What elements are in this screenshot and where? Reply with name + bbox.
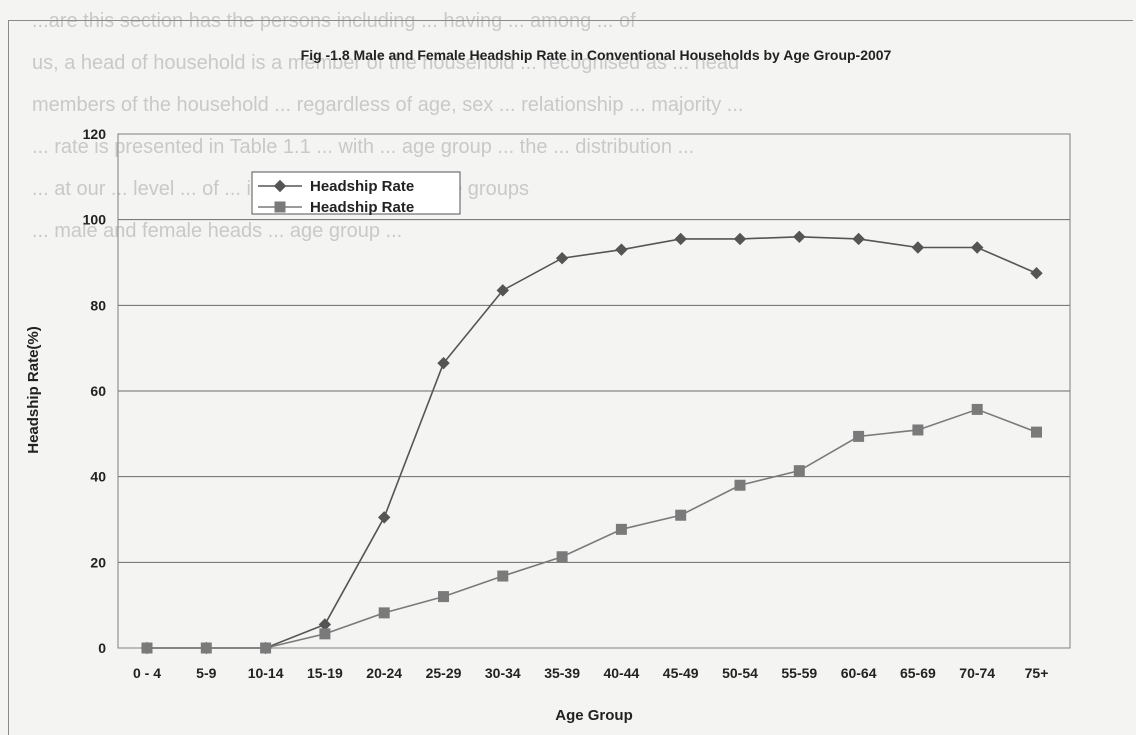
background-text-line: members of the household ... regardless … [32,94,744,116]
data-point-diamond [970,241,984,254]
data-point-diamond [496,284,510,297]
legend-label: Headship Rate [310,178,414,195]
series-layer [140,230,1043,655]
background-document-text: ...are this section has the persons incl… [0,0,1136,252]
data-point-diamond [1030,267,1043,280]
x-tick-label: 50-54 [722,665,758,681]
x-tick-label: 70-74 [959,665,995,681]
data-point-square [793,465,805,477]
series-1-line [147,235,1037,649]
x-tick-label: 60-64 [841,665,877,681]
data-point-square [912,424,924,436]
data-point-diamond [615,243,628,256]
x-tick-label: 40-44 [603,665,639,681]
x-tick-label: 65-69 [900,665,936,681]
x-tick-label: 5-9 [196,665,216,681]
data-point-diamond [555,252,569,265]
x-tick-label: 20-24 [366,665,402,681]
data-point-square [675,509,687,521]
background-text-line: us, a head of household is a member of t… [32,52,740,74]
data-point-diamond [377,511,391,524]
y-tick-label: 120 [83,126,107,142]
y-tick-label: 80 [90,297,106,313]
data-point-diamond [733,232,747,246]
data-point-square [971,403,983,415]
data-point-square [1031,426,1042,438]
data-point-square [853,430,865,442]
x-tick-label: 75+ [1025,665,1049,681]
series-2-line [147,408,1037,649]
gridlines [118,219,1070,563]
data-point-diamond [911,241,925,254]
x-tick-label: 45-49 [663,665,699,681]
data-point-diamond [273,179,287,193]
x-tick-label: 35-39 [544,665,580,681]
data-point-diamond [437,356,450,370]
x-tick-label: 30-34 [485,665,521,681]
series-2 [141,403,1042,654]
legend-label: Headship Rate [310,199,414,216]
chart-title: Fig -1.8 Male and Female Headship Rate i… [301,47,892,63]
x-axis-title: Age Group [555,707,633,724]
legend: Headship Rate Headship Rate [251,171,461,216]
plot-area [117,133,1071,649]
background-text-line: ...are this section has the persons incl… [32,10,636,32]
data-point-square [438,591,449,603]
data-point-diamond [318,618,332,631]
y-tick-label: 20 [90,554,106,570]
y-axis-ticks: 0 20 40 60 80 100 120 [83,126,107,656]
data-point-square [319,628,331,640]
x-axis-ticks: 0 - 4 5-9 10-14 15-19 20-24 25-29 30-34 35-39 40… [133,665,1048,681]
data-point-square [497,570,509,582]
x-tick-label: 25-29 [426,665,462,681]
data-point-diamond [674,232,687,246]
data-point-diamond [793,230,806,244]
y-tick-label: 40 [90,469,106,485]
x-tick-label: 10-14 [248,665,284,681]
data-point-square [141,642,153,654]
data-point-square [274,201,286,213]
data-point-square [615,523,627,535]
x-tick-label: 0 - 4 [133,665,161,681]
y-tick-label: 60 [90,383,106,399]
background-text-line: ... male and female heads ... age group … [32,220,403,242]
background-text-line: ... rate is presented in Table 1.1 ... w… [32,136,695,158]
data-point-diamond [852,232,865,246]
series-1 [140,230,1043,655]
y-tick-label: 0 [98,640,106,656]
data-point-square [200,642,212,654]
data-point-square [556,551,568,563]
y-axis-title: Headship Rate(%) [25,326,42,454]
x-tick-label: 55-59 [781,665,817,681]
chart-frame [8,20,1133,735]
data-point-square [734,479,746,491]
data-point-square [378,607,390,619]
x-tick-label: 15-19 [307,665,343,681]
y-tick-label: 100 [83,212,107,228]
data-point-square [260,642,272,654]
